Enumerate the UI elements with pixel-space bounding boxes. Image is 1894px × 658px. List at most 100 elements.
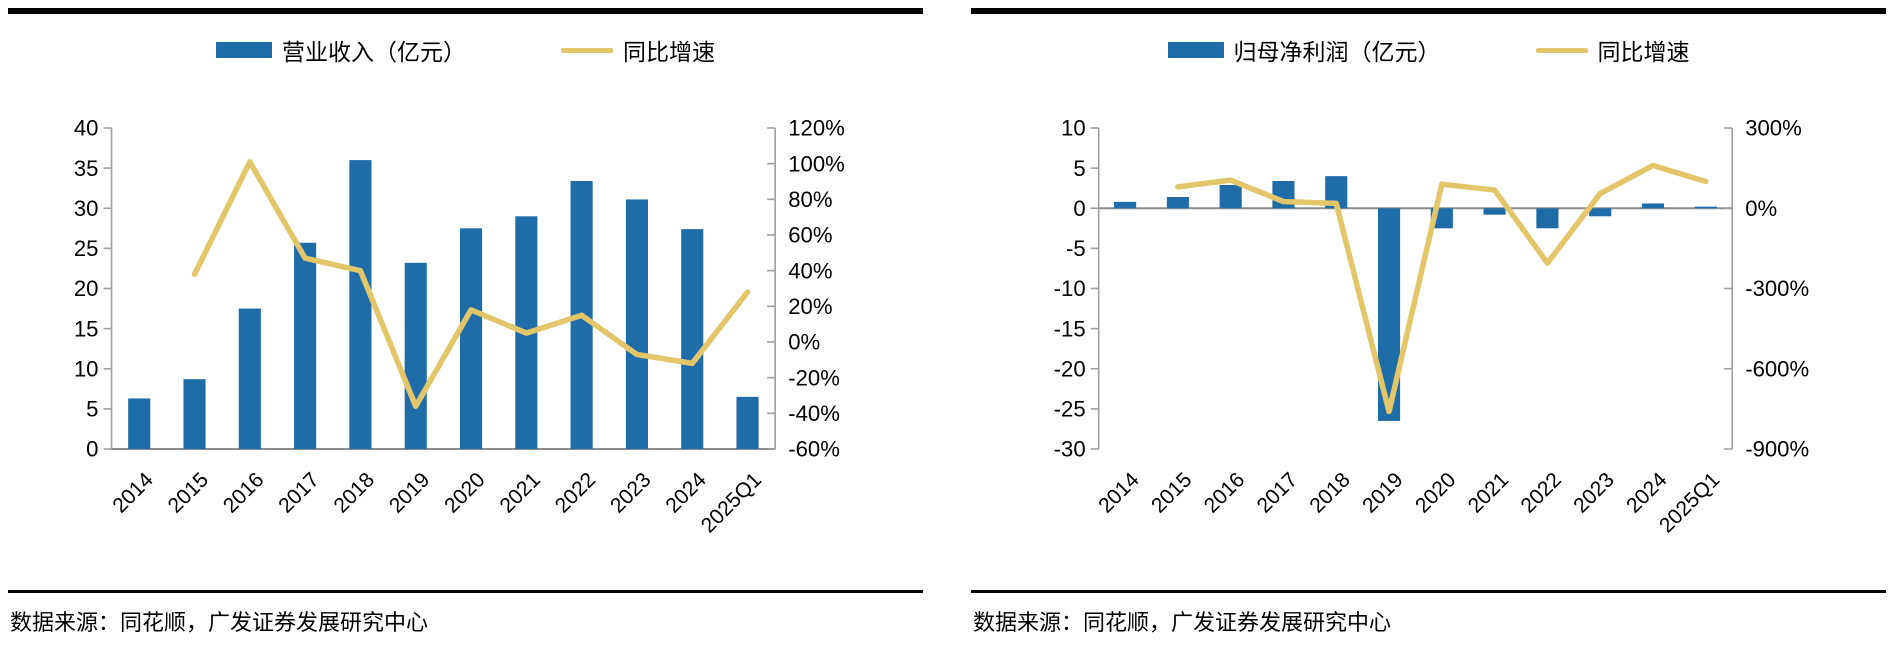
- x-axis-labels: 2014 2015 2016 2017 2018 2019 2020 2021 2022 2023…: [108, 468, 766, 537]
- bar-series-swatch: [216, 42, 272, 58]
- x-axis-tick-label: 2015: [164, 468, 214, 517]
- x-axis-tick-label: 2019: [1358, 468, 1408, 517]
- legend-item-net-profit: 归母净利润（亿元）: [1167, 33, 1441, 67]
- right-axis: 120% 100% 80% 60% 40% 20% 0% -20% -40% -60%: [767, 116, 845, 462]
- bar: [404, 262, 427, 449]
- bar-series-label: 营业收入（亿元）: [282, 39, 466, 65]
- panel-bottom-rule: [8, 590, 923, 593]
- bar: [128, 398, 151, 449]
- bar: [459, 228, 483, 449]
- left-axis-tick-label: 40: [74, 116, 99, 141]
- x-axis-tick-label: 2023: [1569, 468, 1619, 517]
- bar: [1641, 203, 1665, 209]
- legend-item-growth: 同比增速: [1535, 33, 1690, 67]
- bar: [294, 242, 317, 449]
- right-axis-tick-label: -40%: [788, 401, 840, 426]
- line-series-swatch: [1535, 47, 1588, 53]
- bar: [681, 229, 704, 449]
- left-axis-tick-label: 5: [86, 397, 98, 422]
- line-series-swatch: [561, 47, 613, 53]
- bar: [1377, 208, 1401, 421]
- bar: [1114, 201, 1137, 209]
- bar-series: [128, 160, 759, 449]
- x-axis-tick-label: 2020: [1411, 468, 1461, 517]
- bar: [1483, 208, 1506, 215]
- bar: [1589, 208, 1612, 217]
- bar: [1536, 208, 1559, 229]
- left-axis-tick-label: 0: [1073, 196, 1085, 221]
- left-axis: 40 35 30 25 20 15 10 5 0: [74, 116, 112, 462]
- line-series-label: 同比增速: [1597, 39, 1690, 65]
- legend-item-revenue: 营业收入（亿元）: [216, 33, 466, 67]
- panel-top-rule: [971, 8, 1886, 14]
- right-axis-tick-label: 0%: [1745, 196, 1777, 221]
- left-axis-tick-label: -20: [1054, 357, 1086, 382]
- right-axis-tick-label: 120%: [788, 116, 845, 141]
- growth-line: [1175, 162, 1709, 415]
- right-axis-tick-label: -60%: [788, 437, 840, 462]
- bar: [1694, 206, 1717, 209]
- x-axis-tick-label: 2015: [1147, 468, 1197, 517]
- right-axis-tick-label: -900%: [1745, 437, 1809, 462]
- right-axis-tick-label: -300%: [1745, 276, 1809, 301]
- bar: [625, 199, 648, 449]
- right-axis-tick-label: -20%: [788, 365, 840, 390]
- bar: [183, 379, 206, 449]
- bar: [1219, 184, 1242, 209]
- left-axis-tick-label: 30: [74, 196, 99, 221]
- bar-series: [1114, 176, 1717, 421]
- left-axis-tick-label: 25: [74, 236, 99, 261]
- left-axis-tick-label: -10: [1054, 276, 1086, 301]
- data-source-note: 数据来源：同花顺，广发证券发展研究中心: [10, 610, 429, 635]
- net-profit-chart-legend: 归母净利润（亿元） 同比增速: [971, 14, 1886, 86]
- x-axis-tick-label: 2014: [1094, 468, 1144, 517]
- left-axis-tick-label: 5: [1073, 156, 1085, 181]
- bar: [1166, 197, 1189, 209]
- axis-lines: [110, 128, 776, 450]
- net-profit-chart-panel: 归母净利润（亿元） 同比增速 10 5 0 -5 -10 -15 -20 -25 -30 300%…: [971, 8, 1886, 637]
- x-axis-tick-label: 2021: [1464, 468, 1514, 517]
- bar-series-label: 归母净利润（亿元）: [1233, 39, 1441, 65]
- growth-line: [191, 159, 751, 409]
- x-axis-tick-label: 2016: [1200, 468, 1250, 517]
- left-axis-tick-label: 10: [74, 357, 99, 382]
- x-axis-tick-label: 2022: [1517, 468, 1567, 517]
- right-axis-tick-label: 80%: [788, 187, 832, 212]
- x-axis-tick-label: 2017: [274, 468, 324, 517]
- line-series-label: 同比增速: [623, 39, 715, 65]
- right-axis-tick-label: 300%: [1745, 116, 1802, 141]
- x-axis-tick-label: 2025Q1: [697, 468, 766, 537]
- right-axis-tick-label: 0%: [788, 330, 820, 355]
- x-axis-tick-label: 2018: [1305, 468, 1355, 517]
- left-axis-tick-label: -5: [1066, 236, 1086, 261]
- x-axis-tick-label: 2024: [661, 468, 711, 517]
- x-axis-tick-label: 2017: [1253, 468, 1303, 517]
- left-axis-tick-label: 10: [1061, 116, 1086, 141]
- right-axis-tick-label: 60%: [788, 223, 832, 248]
- bar-series-swatch: [1167, 42, 1224, 58]
- x-axis-labels: 2014 2015 2016 2017 2018 2019 2020 2021 2022 2023…: [1094, 468, 1724, 537]
- right-axis-tick-label: -600%: [1745, 357, 1809, 382]
- x-axis-tick-label: 2019: [385, 468, 435, 517]
- bar: [736, 396, 759, 449]
- data-source-note: 数据来源：同花顺，广发证券发展研究中心: [973, 610, 1392, 635]
- right-axis: 300% 0% -300% -600% -900%: [1724, 116, 1809, 462]
- panel-bottom-rule: [971, 590, 1886, 593]
- report-figure-strip: 营业收入（亿元） 同比增速 40 35 30 25 20 15 10 5 0 120% 100% 80…: [8, 8, 1886, 637]
- right-axis-tick-label: 100%: [788, 151, 845, 176]
- left-axis-tick-label: 35: [74, 156, 99, 181]
- left-axis-tick-label: -30: [1054, 437, 1086, 462]
- revenue-bar-line-chart: 4035302520151050120%100%80%60%40%20%0%-2…: [74, 116, 845, 538]
- left-axis: 10 5 0 -5 -10 -15 -20 -25 -30: [1054, 116, 1099, 462]
- right-axis-tick-label: 20%: [788, 294, 832, 319]
- right-axis-tick-label: 40%: [788, 258, 832, 283]
- left-axis-tick-label: -25: [1054, 397, 1086, 422]
- x-axis-tick-label: 2020: [440, 468, 490, 517]
- revenue-chart-panel: 营业收入（亿元） 同比增速 40 35 30 25 20 15 10 5 0 120% 100% 80…: [8, 8, 923, 637]
- bar: [349, 160, 372, 449]
- x-axis-tick-label: 2023: [606, 468, 656, 517]
- bar: [1325, 176, 1348, 209]
- x-axis-tick-label: 2024: [1622, 468, 1672, 517]
- panel-top-rule: [8, 8, 923, 14]
- net-profit-bar-line-chart: 10 5 0 -5 -10 -15 -20 -25 -30 300% 0% -300% -600% -90…: [1054, 116, 1809, 538]
